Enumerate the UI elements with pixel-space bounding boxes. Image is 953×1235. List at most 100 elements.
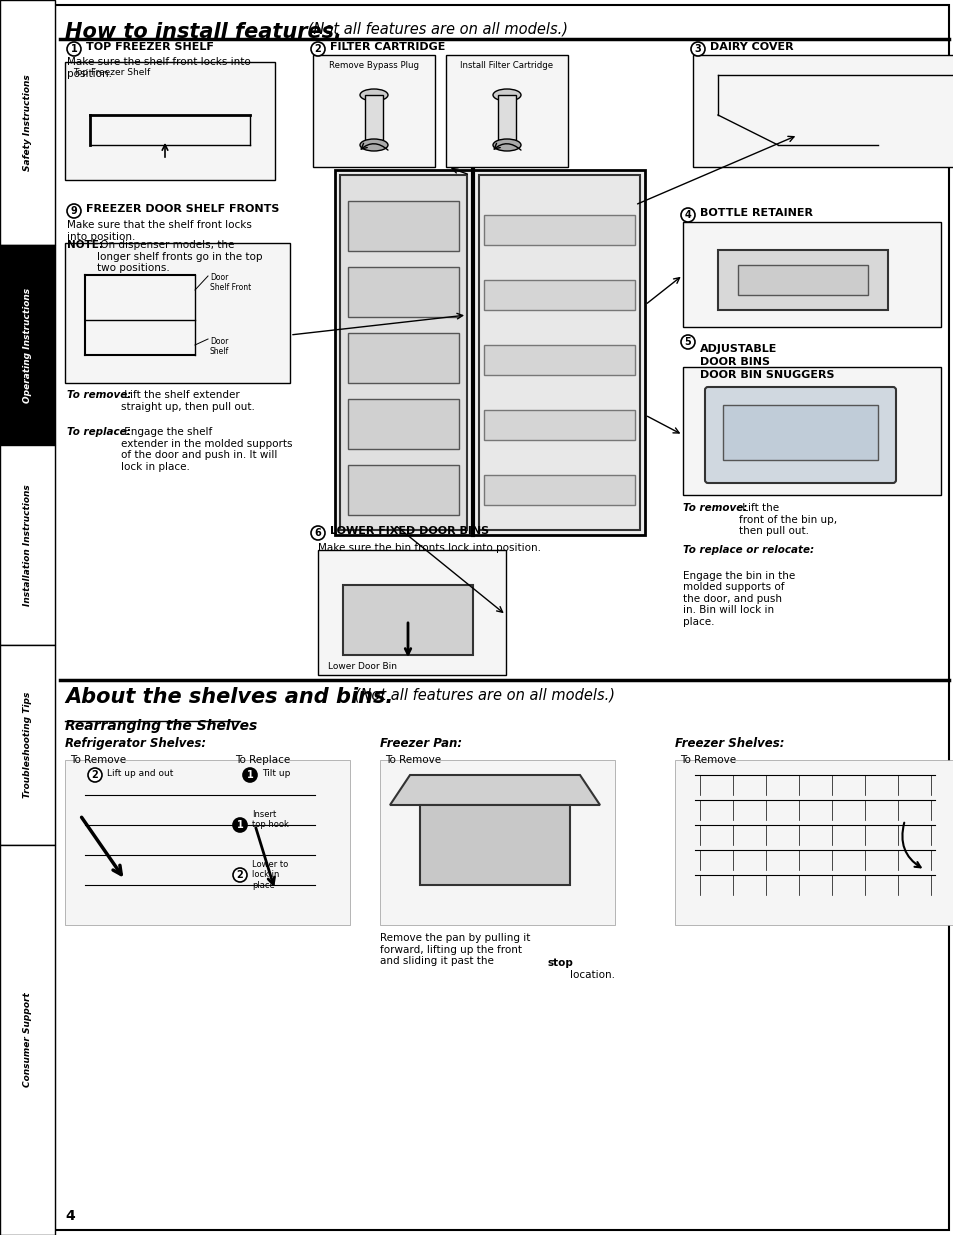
Text: 2: 2 [91, 769, 98, 781]
Text: location.: location. [569, 958, 615, 979]
Ellipse shape [493, 140, 520, 151]
Text: 9: 9 [71, 206, 77, 216]
Text: Freezer Shelves:: Freezer Shelves: [675, 737, 783, 750]
Bar [313, 56, 435, 167]
Bar [718, 249, 887, 310]
Bar [682, 222, 940, 327]
Bar [0, 645, 55, 845]
Circle shape [311, 42, 325, 56]
Text: Lift up and out: Lift up and out [107, 768, 173, 778]
Text: Door
Shelf: Door Shelf [210, 337, 229, 357]
Bar [483, 280, 635, 310]
Text: Troubleshooting Tips: Troubleshooting Tips [23, 692, 32, 798]
Circle shape [311, 526, 325, 540]
Circle shape [680, 335, 695, 350]
Bar [348, 399, 458, 450]
Text: Top Freezer Shelf: Top Freezer Shelf [73, 68, 150, 77]
Circle shape [67, 42, 81, 56]
Bar [738, 266, 867, 295]
Text: 6: 6 [314, 529, 321, 538]
Circle shape [690, 42, 704, 56]
Text: Safety Instructions: Safety Instructions [23, 74, 32, 170]
Text: To replace or relocate:: To replace or relocate: [682, 545, 813, 555]
Text: 2: 2 [236, 869, 243, 881]
Bar [348, 333, 458, 383]
Bar [722, 405, 877, 459]
Bar [419, 805, 569, 885]
Circle shape [67, 204, 81, 219]
Bar [692, 56, 953, 167]
Bar [483, 345, 635, 375]
Text: To Replace: To Replace [234, 755, 290, 764]
Text: 5: 5 [684, 337, 691, 347]
Text: Operating Instructions: Operating Instructions [23, 288, 32, 403]
Polygon shape [390, 776, 599, 805]
Bar [497, 95, 516, 140]
Text: ADJUSTABLE
DOOR BINS
DOOR BIN SNUGGERS: ADJUSTABLE DOOR BINS DOOR BIN SNUGGERS [700, 345, 834, 380]
Text: To Remove: To Remove [70, 755, 126, 764]
Bar [348, 201, 458, 251]
Bar [343, 585, 473, 655]
Bar [339, 175, 467, 530]
Bar [348, 466, 458, 515]
Text: To remove:: To remove: [67, 390, 132, 400]
Text: 1: 1 [247, 769, 253, 781]
Text: (Not all features are on all models.): (Not all features are on all models.) [350, 687, 615, 701]
Bar [0, 445, 55, 645]
Text: Remove Bypass Plug: Remove Bypass Plug [329, 61, 418, 70]
Circle shape [233, 818, 247, 832]
Bar [0, 845, 55, 1235]
Bar [483, 410, 635, 440]
Text: 4: 4 [65, 1209, 74, 1223]
Text: BOTTLE RETAINER: BOTTLE RETAINER [700, 207, 812, 219]
Text: DAIRY COVER: DAIRY COVER [709, 42, 793, 52]
Bar [65, 760, 350, 925]
Text: 3: 3 [694, 44, 700, 54]
Bar [335, 170, 644, 535]
Bar [682, 367, 940, 495]
Text: To replace:: To replace: [67, 427, 131, 437]
Text: Lift the
front of the bin up,
then pull out.: Lift the front of the bin up, then pull … [739, 503, 836, 536]
Text: (Not all features are on all models.): (Not all features are on all models.) [303, 22, 567, 37]
Bar [317, 550, 505, 676]
Bar [365, 95, 382, 140]
Bar [65, 62, 274, 180]
Text: Remove the pan by pulling it
forward, lifting up the front
and sliding it past t: Remove the pan by pulling it forward, li… [379, 932, 530, 966]
Text: Insert
top hook: Insert top hook [252, 810, 289, 830]
Text: Consumer Support: Consumer Support [23, 993, 32, 1087]
Text: Make sure the shelf front locks into
position.: Make sure the shelf front locks into pos… [67, 57, 251, 79]
Circle shape [243, 768, 256, 782]
Text: 2: 2 [314, 44, 321, 54]
Text: Engage the shelf
extender in the molded supports
of the door and push in. It wil: Engage the shelf extender in the molded … [121, 427, 293, 472]
Bar [483, 475, 635, 505]
Text: stop: stop [547, 958, 574, 968]
Bar [446, 56, 567, 167]
Text: Install Filter Cartridge: Install Filter Cartridge [460, 61, 553, 70]
Circle shape [88, 768, 102, 782]
Bar [0, 245, 55, 445]
Bar [65, 243, 290, 383]
Text: Engage the bin in the
molded supports of
the door, and push
in. Bin will lock in: Engage the bin in the molded supports of… [682, 559, 795, 627]
Text: On dispenser models, the
longer shelf fronts go in the top
two positions.: On dispenser models, the longer shelf fr… [97, 240, 262, 273]
Bar [0, 0, 55, 245]
Text: Installation Instructions: Installation Instructions [23, 484, 32, 606]
Text: To Remove: To Remove [385, 755, 440, 764]
Text: 1: 1 [236, 820, 243, 830]
Text: Lift the shelf extender
straight up, then pull out.: Lift the shelf extender straight up, the… [121, 390, 254, 411]
Ellipse shape [359, 89, 388, 101]
Text: FREEZER DOOR SHELF FRONTS: FREEZER DOOR SHELF FRONTS [86, 204, 279, 214]
Text: How to install features.: How to install features. [65, 22, 341, 42]
Text: TOP FREEZER SHELF: TOP FREEZER SHELF [86, 42, 213, 52]
Text: Rearranging the Shelves: Rearranging the Shelves [65, 719, 257, 734]
Text: Make sure that the shelf front locks
into position.: Make sure that the shelf front locks int… [67, 220, 252, 242]
Text: Freezer Pan:: Freezer Pan: [379, 737, 461, 750]
Text: LOWER FIXED DOOR BINS: LOWER FIXED DOOR BINS [330, 526, 489, 536]
Ellipse shape [493, 89, 520, 101]
Text: Lower to
lock in
place: Lower to lock in place [252, 860, 288, 889]
Bar [675, 760, 953, 925]
Text: Refrigerator Shelves:: Refrigerator Shelves: [65, 737, 206, 750]
Text: About the shelves and bins.: About the shelves and bins. [65, 687, 393, 706]
Text: FILTER CARTRIDGE: FILTER CARTRIDGE [330, 42, 445, 52]
Text: Make sure the bin fronts lock into position.: Make sure the bin fronts lock into posit… [317, 543, 540, 553]
Text: 4: 4 [684, 210, 691, 220]
